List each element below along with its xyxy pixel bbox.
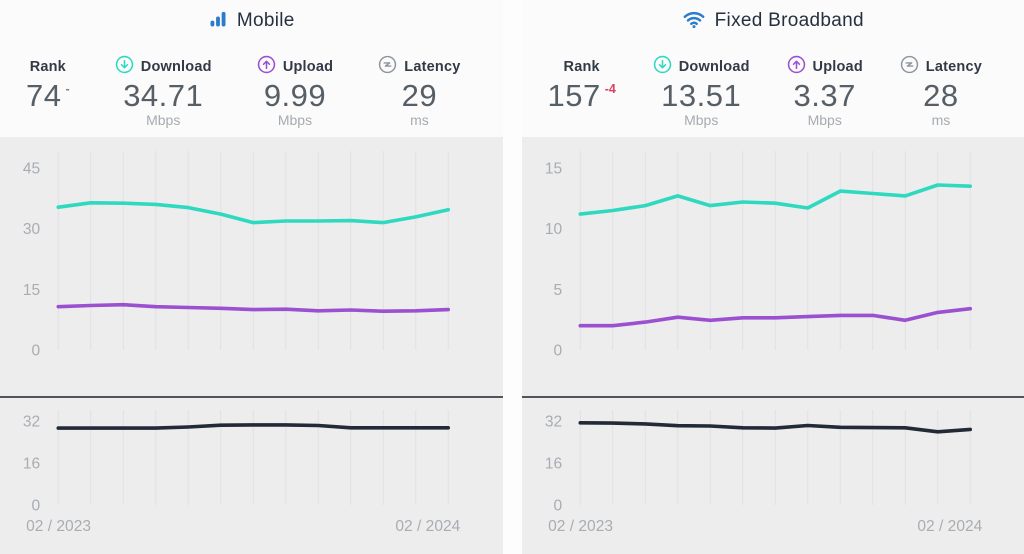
rank-label: Rank [29,59,66,75]
latency-icon [378,55,397,79]
latency-value: 28 [923,78,959,113]
panel-title-fixed: Fixed Broadband [714,10,864,31]
mobile-speed-chart: 0 15 30 45 [23,151,451,360]
upload-arrow-icon [257,55,276,79]
fixed-speed-chart-area: 0 5 10 15 [521,137,1024,396]
upload-value: 9.99 [263,78,327,113]
svg-text:10: 10 [544,221,562,238]
upload-label: Upload [812,59,863,75]
svg-text:16: 16 [544,456,561,473]
fixed-stat-latency: Latency 28 ms [900,48,982,137]
mobile-stat-rank: Rank 74 - [26,48,70,137]
panel-fixed-broadband: Fixed Broadband Rank 157 -4 [521,0,1024,554]
fixed-stat-rank: Rank 157 -4 [548,48,616,137]
download-label: Download [140,59,212,75]
latency-unit: ms [931,112,951,129]
rank-value: 157 [547,78,601,113]
fixed-chart-divider [521,396,1024,398]
latency-icon [900,55,919,79]
mobile-header: Mobile [0,0,503,42]
svg-text:02 / 2024: 02 / 2024 [395,518,460,535]
upload-unit: Mbps [807,112,842,129]
fixed-stat-upload: Upload 3.37 Mbps [787,48,863,137]
fixed-stat-download: Download 13.51 Mbps [653,48,750,137]
svg-text:16: 16 [23,456,40,473]
upload-unit: Mbps [277,112,313,129]
svg-text:0: 0 [32,343,41,360]
fixed-header: Fixed Broadband [521,0,1024,42]
download-unit: Mbps [684,112,719,129]
latency-label: Latency [925,59,982,75]
mobile-stat-download: Download 34.71 Mbps [115,48,212,137]
mobile-bars-icon [208,9,228,34]
rank-label: Rank [563,59,600,75]
svg-text:02 / 2023: 02 / 2023 [26,518,91,535]
svg-text:15: 15 [23,282,40,299]
mobile-speed-chart-area: 0 15 30 45 [0,137,503,396]
download-arrow-icon [115,55,134,79]
svg-text:32: 32 [23,414,40,431]
svg-text:02 / 2024: 02 / 2024 [917,518,982,535]
fixed-speed-chart: 0 5 10 15 [544,151,972,360]
panel-mobile: Mobile Rank 74 - [0,0,503,554]
svg-text:5: 5 [553,282,562,299]
fixed-latency-chart-area: 0 16 32 02 / 2023 02 / 2024 [521,398,1024,554]
svg-text:45: 45 [23,161,40,178]
download-unit: Mbps [146,112,181,129]
svg-text:02 / 2023: 02 / 2023 [548,518,613,535]
svg-text:15: 15 [544,161,561,178]
mobile-latency-chart: 0 16 32 02 / 2023 02 / 2024 [23,410,461,535]
mobile-stat-upload: Upload 9.99 Mbps [257,48,333,137]
fixed-latency-chart: 0 16 32 02 / 2023 02 / 2024 [544,410,982,535]
download-value: 13.51 [661,78,742,113]
panel-title-mobile: Mobile [236,10,295,31]
mobile-latency-chart-area: 0 16 32 02 / 2023 02 / 2024 [0,398,503,554]
svg-text:0: 0 [553,498,562,515]
upload-arrow-icon [787,55,806,79]
svg-text:30: 30 [23,221,41,238]
latency-value: 29 [401,78,438,113]
rank-change-badge: -4 [604,82,616,96]
download-arrow-icon [653,55,672,79]
download-value: 34.71 [123,78,204,113]
latency-unit: ms [410,112,429,129]
download-label: Download [678,59,750,75]
rank-change-badge: - [65,82,70,96]
fixed-stats-row: Rank 157 -4 Download [521,42,1024,137]
svg-text:0: 0 [553,343,562,360]
upload-label: Upload [282,59,334,75]
mobile-chart-divider [0,396,503,398]
mobile-stat-latency: Latency 29 ms [378,48,460,137]
latency-label: Latency [404,59,461,75]
upload-value: 3.37 [793,78,856,113]
mobile-stats-row: Rank 74 - Download [0,42,503,137]
rank-value: 74 [26,78,62,113]
svg-text:32: 32 [544,414,561,431]
wifi-icon [682,7,706,36]
svg-text:0: 0 [32,498,41,515]
